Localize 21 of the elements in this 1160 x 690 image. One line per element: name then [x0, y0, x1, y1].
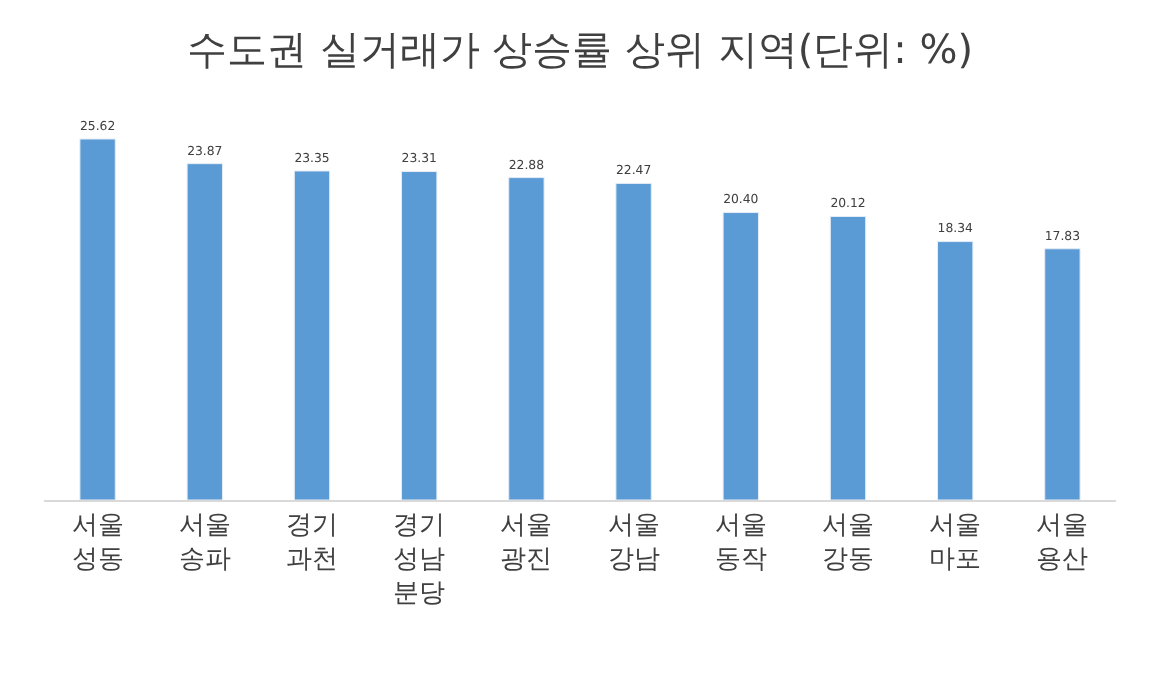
x-tick-label: 서울 동작	[714, 511, 767, 575]
x-tick-label: 경기 과천	[286, 511, 338, 575]
bar	[829, 216, 867, 500]
bar	[401, 171, 438, 500]
bar	[186, 163, 223, 500]
x-tick-label: 서울 송파	[178, 511, 231, 575]
x-tick-label: 서울 마포	[929, 511, 982, 575]
bar	[293, 170, 331, 500]
x-tick-label: 서울 광진	[500, 511, 553, 575]
x-tick-label: 서울 성동	[71, 511, 124, 575]
bar	[79, 138, 116, 500]
bar	[722, 212, 759, 500]
chart-title: 수도권 실거래가 상승률 상위 지역(단위: %)	[186, 24, 974, 73]
x-tick-label: 서울 강동	[822, 511, 874, 575]
bar	[937, 241, 974, 500]
x-tick-label: 경기 성남 분당	[393, 511, 446, 609]
bar	[1044, 248, 1081, 500]
bar	[508, 177, 545, 500]
bar	[615, 182, 652, 500]
x-tick-label: 서울 강남	[607, 511, 660, 575]
x-tick-label: 서울 용산	[1036, 511, 1089, 575]
